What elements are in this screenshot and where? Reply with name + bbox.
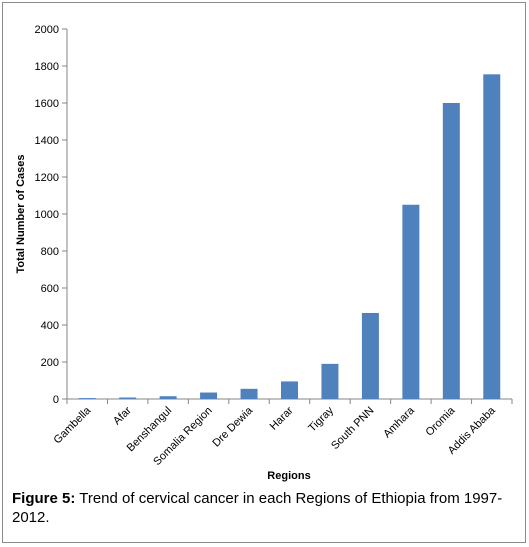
- bar: [321, 363, 339, 399]
- y-tick-label: 200: [41, 357, 59, 369]
- y-tick-label: 600: [41, 283, 59, 295]
- bar: [442, 103, 460, 399]
- y-tick-label: 1800: [35, 61, 59, 73]
- x-tick-label: South PNN: [329, 405, 376, 452]
- figure-frame: [2, 2, 526, 543]
- bar: [159, 396, 177, 399]
- bar: [119, 397, 137, 399]
- y-tick-label: 1400: [35, 135, 59, 147]
- x-tick-label: Tigray: [306, 404, 336, 434]
- y-tick-label: 1600: [35, 98, 59, 110]
- bar: [402, 204, 420, 399]
- y-tick-label: 0: [53, 394, 59, 406]
- bar: [483, 74, 501, 399]
- y-tick-label: 400: [41, 320, 59, 332]
- x-tick-label: Gambella: [52, 404, 94, 446]
- bar: [281, 381, 298, 399]
- y-axis-title: Total Number of Cases: [15, 155, 27, 274]
- figure-caption: Figure 5: Trend of cervical cancer in ea…: [12, 489, 508, 527]
- y-tick-label: 1200: [35, 172, 59, 184]
- x-tick-label: Harar: [268, 404, 296, 432]
- y-tick-label: 1000: [35, 209, 59, 221]
- bar: [200, 392, 218, 399]
- bar-chart: 0 200 400 600 800 1000 1200 1400 1600 1800 2000 Ga…: [15, 24, 513, 482]
- bar: [78, 398, 96, 399]
- x-tick-label: Amhara: [381, 404, 417, 440]
- y-tick-label: 2000: [35, 24, 59, 36]
- caption-text: Trend of cervical cancer in each Regions…: [12, 490, 503, 526]
- x-axis-title: Regions: [267, 470, 310, 482]
- y-axis: 0 200 400 600 800 1000 1200 1400 1600 1800 2000: [35, 24, 68, 406]
- caption-label: Figure 5:: [12, 490, 76, 507]
- y-tick-label: 800: [41, 246, 59, 258]
- bar: [361, 312, 379, 399]
- x-tick-label: Dre Dewia: [210, 404, 255, 449]
- bars: [78, 74, 501, 399]
- bar: [240, 388, 258, 399]
- x-tick-label: Afar: [111, 404, 134, 427]
- x-tick-label: Oromia: [423, 404, 458, 439]
